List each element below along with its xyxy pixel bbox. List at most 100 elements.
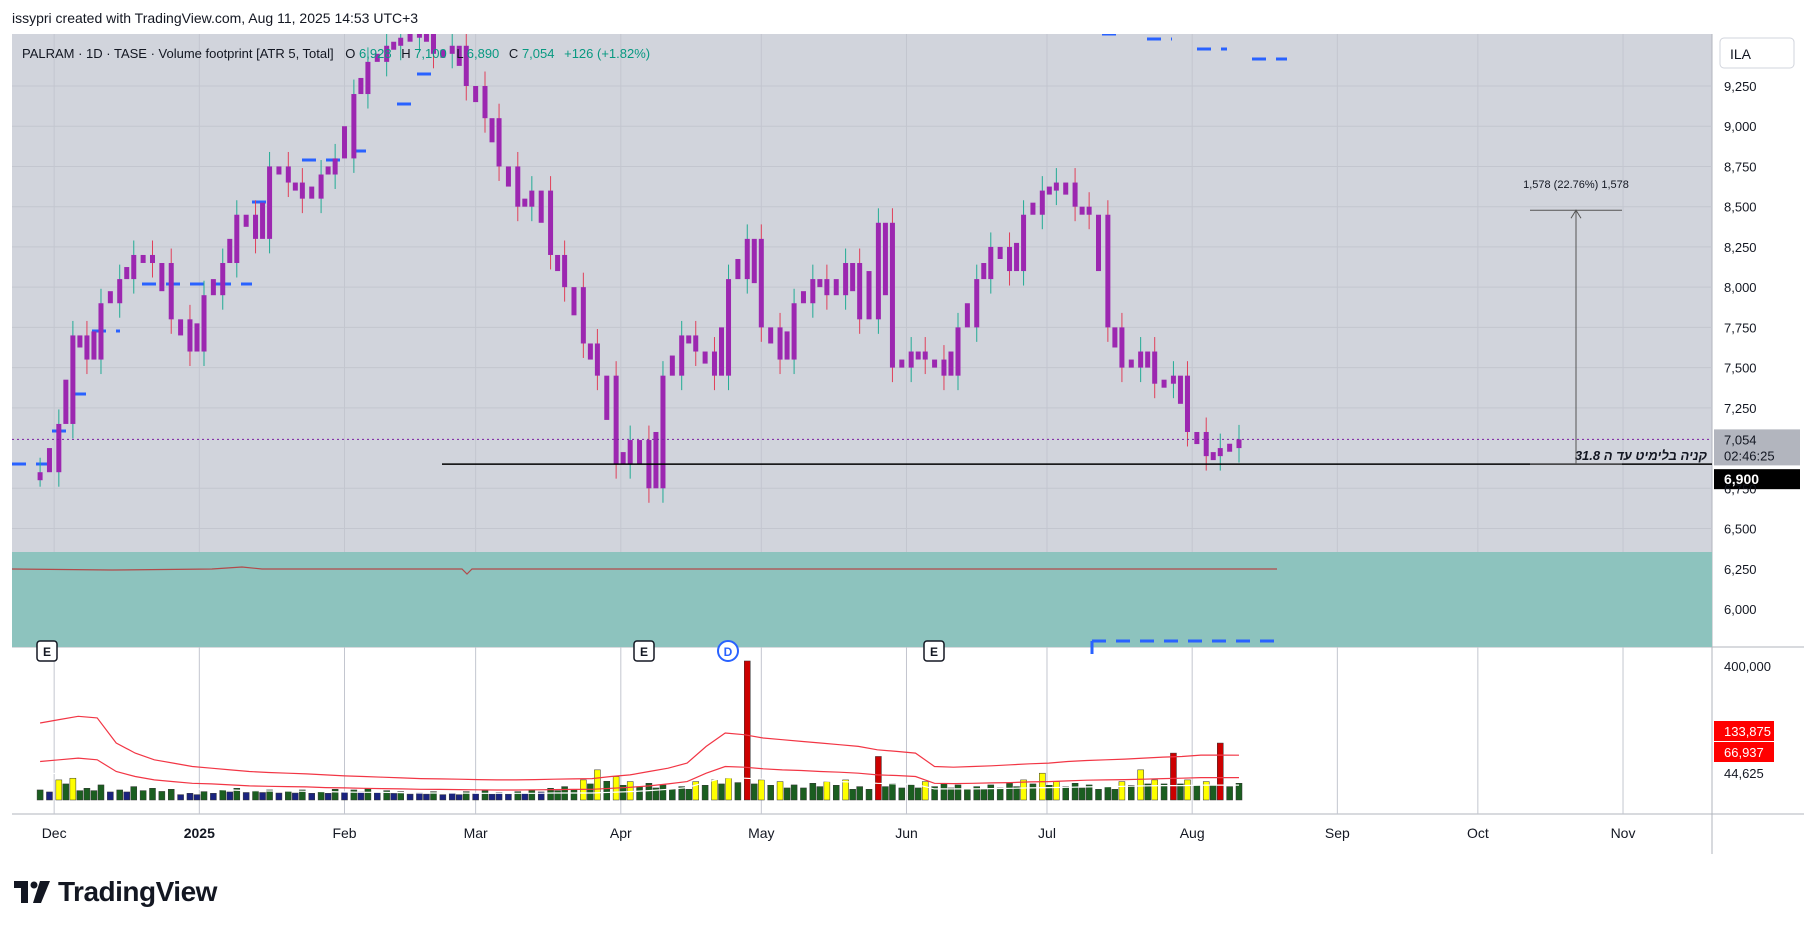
volume-bar	[186, 793, 194, 801]
volume-bar	[725, 777, 732, 801]
candle-body	[1227, 443, 1233, 452]
candle-body	[882, 222, 888, 296]
volume-bar	[1151, 779, 1158, 801]
candle-body	[449, 45, 455, 54]
volume-bar	[406, 793, 414, 801]
candle-body	[964, 303, 970, 328]
tradingview-logo[interactable]: TradingView	[14, 876, 217, 908]
candle-body	[107, 291, 113, 304]
support-zone-rect	[12, 552, 1712, 647]
candle-body	[482, 86, 488, 119]
candle-body	[1203, 431, 1209, 457]
candle-body	[159, 263, 165, 292]
candle-body	[1063, 182, 1069, 195]
earnings-marker[interactable]	[633, 640, 655, 662]
earnings-marker-label: E	[930, 645, 938, 659]
legend: PALRAM · 1D · TASE · Volume footprint [A…	[22, 46, 650, 61]
candle-body	[875, 222, 881, 320]
candle-body	[149, 254, 155, 264]
volume-bar	[1071, 783, 1079, 801]
candle-body	[824, 279, 830, 296]
candle-body	[1079, 206, 1085, 215]
candle-body	[1119, 327, 1125, 368]
candle-body	[299, 182, 305, 199]
price-axis[interactable]: 9,250 9,000 8,750 8,500 8,250 8,000 7,750 7,500…	[1724, 79, 1757, 617]
candle-body	[267, 166, 273, 239]
candle-body	[124, 267, 130, 280]
volume-bar	[758, 779, 765, 801]
candle-body	[1039, 190, 1045, 215]
volume-bar	[495, 792, 503, 801]
volume-bar	[645, 783, 653, 801]
volume-bar	[659, 784, 667, 801]
volume-bar	[849, 789, 856, 801]
earnings-marker[interactable]	[36, 640, 58, 662]
volume-bar	[751, 783, 758, 801]
volume-bar	[1226, 786, 1233, 801]
volume-bar	[914, 787, 922, 801]
candle-body	[613, 375, 619, 465]
volume-bar	[62, 783, 70, 801]
candle-body	[489, 118, 495, 143]
time-axis[interactable]: Dec 2025 Feb Mar Apr May Jun Jul Aug Sep Oct Nov	[42, 825, 1636, 841]
measure-tool[interactable]: 1,578 (22.76%) 1,578	[1523, 179, 1629, 465]
candle-body	[117, 279, 123, 304]
candle-body	[1053, 182, 1059, 191]
volume-bar	[139, 790, 147, 801]
volume-bar	[130, 786, 138, 801]
candle-body	[627, 440, 633, 465]
volume-bar	[177, 794, 184, 801]
volume-bar	[626, 781, 634, 801]
candle-body	[997, 246, 1003, 259]
candle-body	[768, 327, 774, 344]
svg-text:PALRAM · 1D · TASE · Volume fo: PALRAM · 1D · TASE · Volume footprint [A…	[22, 46, 650, 61]
volume-bar	[275, 792, 283, 801]
volume-ma-low	[40, 771, 1239, 794]
volume-bar	[823, 781, 831, 801]
candle-body	[91, 331, 97, 360]
candle-body	[292, 182, 298, 191]
volume-bar	[1128, 785, 1135, 801]
volume-bar	[76, 790, 84, 801]
level-badge	[1714, 469, 1800, 490]
candle-body	[1128, 359, 1134, 368]
candle-body	[702, 351, 708, 364]
volume-bar	[285, 791, 292, 801]
volume-bar	[685, 789, 692, 801]
candle-body	[941, 359, 947, 376]
time-tick-label: May	[748, 825, 774, 841]
volume-bar	[299, 789, 306, 801]
earnings-marker[interactable]	[923, 640, 945, 662]
candle-body	[63, 379, 69, 424]
candle-body	[800, 291, 806, 304]
candle-body	[850, 263, 856, 292]
candle-body	[220, 263, 226, 296]
time-tick-label: Dec	[42, 825, 67, 841]
volume-bar	[341, 791, 348, 801]
earnings-marker-label: E	[43, 645, 51, 659]
candle-body	[430, 34, 436, 54]
volume-bar	[940, 783, 948, 801]
candle-body	[98, 303, 104, 360]
dividend-marker[interactable]	[717, 640, 739, 662]
volume-ma-high	[39, 715, 1240, 781]
candle-body	[473, 86, 479, 103]
volume-bar	[383, 790, 390, 801]
candle-body	[637, 440, 643, 465]
currency-button[interactable]: ILA	[1719, 37, 1795, 69]
volume-bar	[292, 792, 299, 801]
volume-bar	[1177, 783, 1184, 801]
volume-bar	[809, 783, 817, 801]
candle-body	[358, 77, 364, 95]
volume-bar	[816, 786, 824, 801]
close-value: 7,054	[522, 46, 555, 61]
volume-bar	[800, 787, 807, 801]
volume-bar	[718, 783, 725, 801]
candle-body	[37, 472, 43, 481]
volume-bar	[987, 784, 995, 801]
candle-body	[988, 246, 994, 280]
